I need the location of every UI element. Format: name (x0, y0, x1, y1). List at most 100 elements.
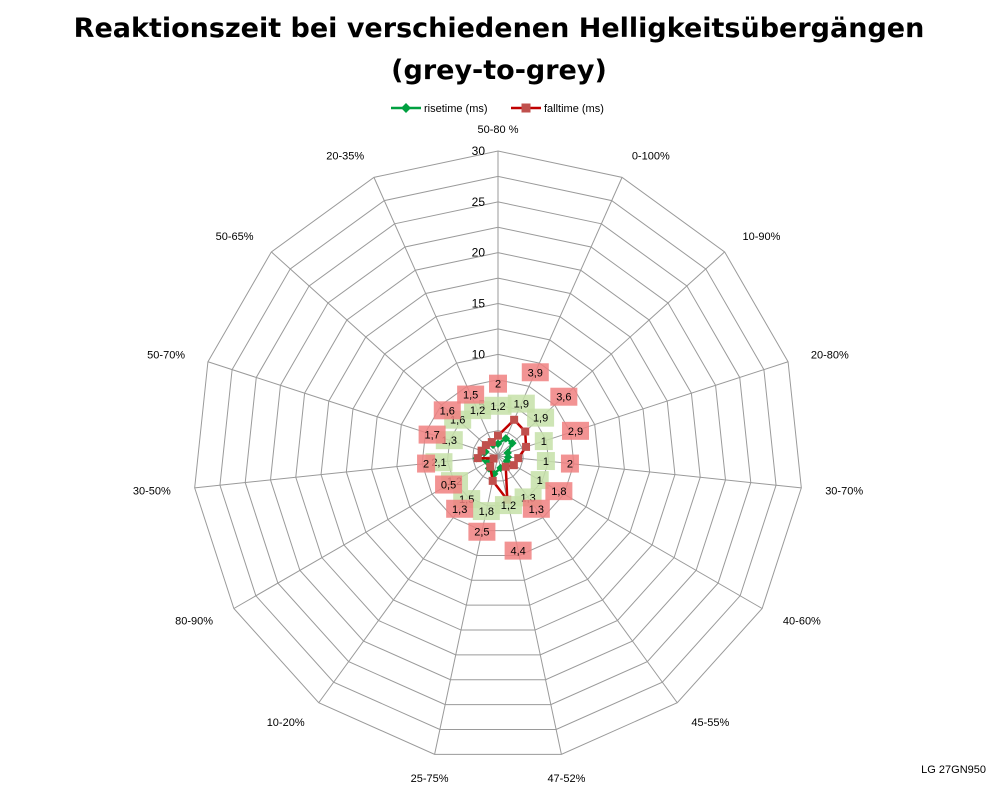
series-layer (472, 415, 531, 504)
data-label-text: 1,2 (490, 401, 505, 413)
category-label: 10-20% (267, 717, 305, 729)
risetime-data-label: 1 (534, 432, 553, 451)
data-label-text: 3,9 (528, 367, 543, 379)
data-label-text: 1,3 (452, 504, 467, 516)
grid-ring (269, 226, 727, 681)
grid-ring (396, 353, 600, 556)
falltime-point (489, 454, 498, 463)
grid-ring (421, 379, 575, 532)
category-label: 25-75% (411, 773, 449, 785)
legend-item-risetime: risetime (ms) (391, 103, 488, 115)
legend-label-risetime: risetime (ms) (424, 103, 488, 115)
data-label-text: 1 (537, 475, 543, 487)
risetime-data-label: 1 (536, 452, 555, 471)
grid-ring (194, 150, 802, 755)
data-label-background (468, 522, 496, 541)
falltime-point (521, 427, 530, 436)
risetime-data-label: 1,2 (494, 496, 522, 515)
grid-ring (219, 175, 777, 730)
data-label-background (536, 452, 555, 471)
risetime-data-label: 1,2 (464, 401, 492, 420)
data-label-text: 1,2 (470, 405, 485, 417)
data-label-background (507, 394, 535, 413)
tick-label: 15 (472, 297, 486, 311)
risetime-data-label: 1,9 (527, 408, 555, 427)
category-label: 30-70% (825, 485, 863, 497)
data-label-text: 1,2 (501, 500, 516, 512)
category-label: 40-60% (783, 616, 821, 628)
data-label-text: 1 (543, 456, 549, 468)
legend-marker-falltime (521, 103, 531, 113)
data-label-background (560, 454, 579, 473)
chart-title: Reaktionszeit bei verschiedenen Helligke… (0, 8, 998, 92)
monitor-model-note: LG 27GN950 (921, 764, 986, 776)
data-label-text: 1 (541, 436, 547, 448)
data-label-text: 2,1 (431, 457, 446, 469)
data-labels: 1,21,91,91111,31,21,81,51,22,11,31,61,22… (417, 363, 589, 560)
falltime-point (487, 438, 496, 447)
grid-ring (244, 201, 752, 706)
category-label: 20-35% (326, 150, 364, 162)
data-label-text: 1,8 (551, 486, 566, 498)
falltime-data-label: 2,5 (468, 522, 496, 541)
data-label-background (550, 387, 578, 406)
category-label: 45-55% (691, 717, 729, 729)
legend-marker-risetime (401, 103, 411, 113)
data-label-text: 1,9 (514, 399, 529, 411)
falltime-point (473, 454, 482, 463)
falltime-point (501, 462, 510, 471)
data-label-background (446, 499, 474, 518)
falltime-point (509, 461, 518, 470)
falltime-data-label: 0,5 (435, 475, 463, 494)
grid-ring (320, 277, 676, 631)
data-label-text: 3,6 (556, 392, 571, 404)
falltime-data-label: 1,6 (433, 401, 461, 420)
data-label-text: 1,7 (424, 430, 439, 442)
data-label-background (433, 401, 461, 420)
tick-label: 30 (472, 144, 486, 158)
falltime-point (494, 431, 502, 440)
data-label-text: 1,5 (463, 390, 478, 402)
falltime-data-label: 1,3 (522, 499, 550, 518)
grid-ring (295, 252, 701, 656)
data-label-background (484, 396, 512, 415)
grid-ring (472, 430, 524, 482)
falltime-point (514, 454, 523, 463)
data-label-background (561, 421, 589, 440)
falltime-point (486, 462, 495, 471)
data-label-background (504, 541, 532, 560)
category-label: 50-70% (147, 349, 185, 361)
data-label-text: 2,9 (568, 426, 583, 438)
data-label-background (522, 499, 550, 518)
falltime-data-label: 1,3 (446, 499, 474, 518)
data-label-background (527, 408, 555, 427)
data-label-text: 1,6 (440, 405, 455, 417)
grid-ring (371, 328, 625, 581)
data-label-background (521, 363, 549, 382)
data-label-background (464, 401, 492, 420)
data-label-text: 4,4 (510, 546, 525, 558)
data-label-background (417, 454, 436, 473)
legend-label-falltime: falltime (ms) (544, 103, 604, 115)
data-label-text: 2,5 (474, 527, 489, 539)
falltime-data-label: 2,9 (561, 421, 589, 440)
falltime-data-label: 2 (560, 454, 579, 473)
category-label: 47-52% (547, 773, 585, 785)
falltime-data-label: 2 (417, 454, 436, 473)
legend-item-falltime: falltime (ms) (511, 103, 604, 115)
legend: risetime (ms) falltime (ms) (391, 103, 604, 115)
category-label: 80-90% (175, 616, 213, 628)
data-label-text: 2 (567, 459, 573, 471)
risetime-data-label: 1,8 (472, 502, 500, 521)
data-label-background (435, 475, 463, 494)
falltime-point (481, 441, 490, 450)
data-label-background (457, 385, 485, 404)
falltime-point (510, 415, 519, 424)
risetime-data-label: 1,9 (507, 394, 535, 413)
chart-title-line-1: Reaktionszeit bei verschiedenen Helligke… (73, 13, 925, 44)
category-labels: 50-80 % 0-100% 10-90% 20-80% 30-70% 40-60% 45-… (133, 124, 863, 785)
radar-grid (194, 150, 802, 755)
tick-label: 10 (472, 347, 486, 361)
falltime-data-label: 1,7 (418, 425, 446, 444)
